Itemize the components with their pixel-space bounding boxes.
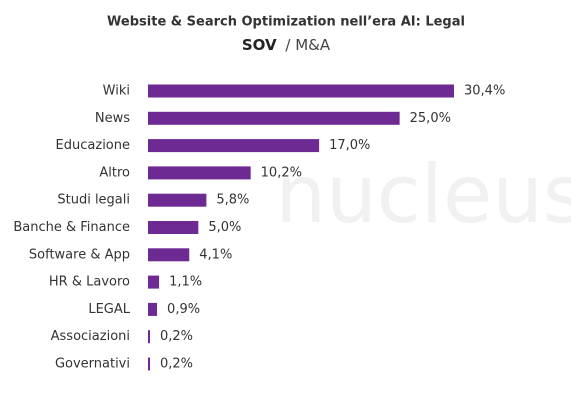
category-label: HR & Lavoro: [49, 275, 130, 290]
value-label: 0,2%: [160, 357, 193, 372]
watermark: nucleus: [275, 148, 571, 241]
value-label: 10,2%: [261, 165, 302, 180]
bar: [148, 111, 400, 125]
subtitle-rest: / M&A: [285, 36, 330, 54]
value-label: 4,1%: [199, 247, 232, 262]
value-label: 17,0%: [329, 138, 370, 153]
subtitle-main: SOV: [242, 36, 277, 54]
bar: [148, 166, 251, 180]
category-label: Governativi: [55, 357, 130, 372]
category-label: Software & App: [29, 247, 130, 262]
chart-title: Website & Search Optimization nell’era A…: [107, 15, 465, 30]
category-label: Wiki: [103, 84, 130, 99]
category-label: Educazione: [56, 138, 130, 153]
value-label: 0,2%: [160, 329, 193, 344]
bar: [148, 221, 199, 234]
bar: [148, 275, 160, 289]
bar: [148, 139, 320, 153]
bar: [148, 193, 207, 207]
category-label: Associazioni: [51, 329, 130, 344]
bar: [148, 302, 158, 316]
category-label: LEGAL: [88, 302, 130, 317]
chart-subtitle: SOV / M&A: [242, 36, 331, 54]
bar: [148, 330, 151, 344]
bar: [148, 84, 454, 98]
value-label: 30,4%: [464, 84, 505, 99]
category-label: Altro: [99, 165, 130, 180]
value-label: 1,1%: [169, 275, 202, 290]
value-label: 5,8%: [216, 193, 249, 208]
value-label: 5,0%: [208, 220, 241, 235]
category-label: Banche & Finance: [13, 220, 130, 235]
bar: [148, 248, 190, 262]
value-label: 0,9%: [167, 302, 200, 317]
value-label: 25,0%: [410, 111, 451, 126]
category-label: News: [95, 111, 130, 126]
bar: [148, 357, 151, 371]
category-label: Studi legali: [57, 193, 130, 208]
